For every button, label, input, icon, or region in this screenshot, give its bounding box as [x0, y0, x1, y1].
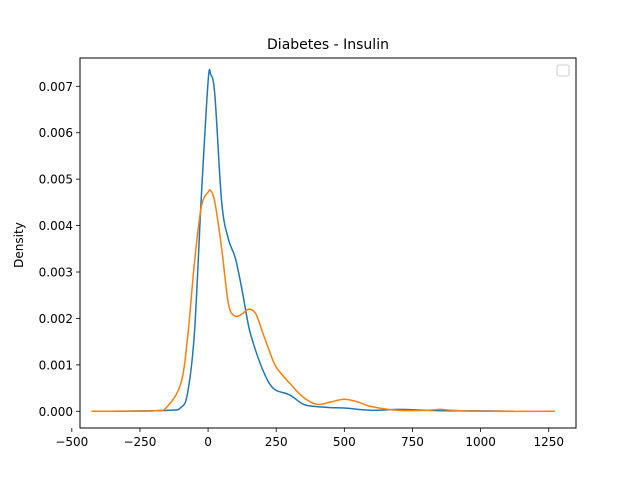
y-tick-label: 0.003 [39, 266, 73, 280]
y-tick-label: 0.000 [39, 405, 73, 419]
axes-frame [79, 57, 577, 429]
y-axis-label: Density [12, 222, 26, 268]
x-axis-ticks: −500 −250 0 250 500 750 1000 1250 [55, 428, 564, 449]
chart-title: Diabetes - Insulin [267, 37, 389, 53]
y-axis-ticks: 0.000 0.001 0.002 0.003 0.004 0.005 0.006 0.007 [39, 80, 80, 419]
x-tick-label: −500 [55, 435, 88, 449]
density-series-1-line [103, 68, 515, 413]
density-series-2-line [91, 189, 555, 413]
x-tick-label: −250 [123, 435, 156, 449]
plot-lines [91, 68, 555, 413]
x-tick-label: 0 [204, 435, 212, 449]
y-tick-label: 0.005 [39, 173, 73, 187]
x-tick-label: 500 [333, 435, 356, 449]
legend-box[interactable] [556, 64, 570, 77]
x-tick-label: 1250 [533, 435, 564, 449]
x-tick-label: 250 [265, 435, 288, 449]
y-tick-label: 0.007 [39, 80, 73, 94]
y-tick-label: 0.004 [39, 219, 73, 233]
y-tick-label: 0.002 [39, 312, 73, 326]
y-tick-label: 0.006 [39, 126, 73, 140]
y-tick-label: 0.001 [39, 358, 73, 372]
x-tick-label: 750 [401, 435, 424, 449]
x-tick-label: 1000 [465, 435, 496, 449]
